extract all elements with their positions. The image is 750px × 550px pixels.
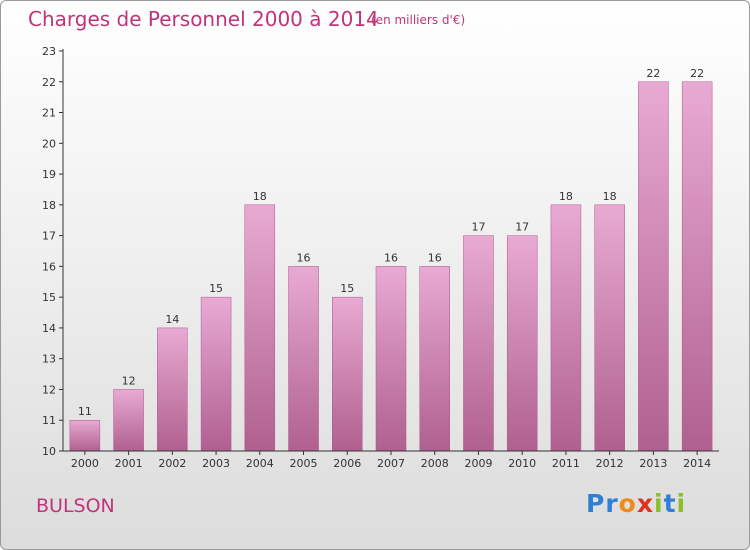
bar-2003 (200, 296, 232, 452)
y-tick-label: 14 (42, 322, 56, 335)
y-tick-label: 15 (42, 291, 56, 304)
y-tick-label: 18 (42, 199, 56, 212)
chart-title: Charges de Personnel 2000 à 2014 (28, 7, 379, 31)
bar-value-label: 22 (690, 67, 704, 80)
y-tick-label: 16 (42, 260, 56, 273)
bar-value-label: 22 (646, 67, 660, 80)
y-tick-label: 21 (42, 107, 56, 120)
y-tick-label: 20 (42, 137, 56, 150)
y-tick-label: 17 (42, 230, 56, 243)
bar-2014 (681, 81, 713, 452)
bar-value-label: 11 (78, 405, 92, 418)
bar-2011 (550, 204, 582, 452)
bar-2010 (506, 235, 538, 452)
chart-axes: 10 11 12 13 14 15 16 17 18 19 20 21 22 23 2000 2001 2002… (42, 45, 719, 470)
bar-value-label: 17 (515, 221, 529, 234)
town-name: BULSON (36, 495, 115, 517)
bar-2001 (113, 389, 144, 452)
bar-2000 (69, 419, 101, 452)
y-tick-label: 10 (42, 445, 56, 458)
bar-2009 (463, 235, 494, 452)
bar-value-label: 16 (428, 251, 442, 264)
y-tick-label: 22 (42, 76, 56, 89)
x-tick-label: 2001 (115, 457, 143, 470)
x-tick-label: 2005 (290, 457, 318, 470)
x-tick-label: 2003 (202, 457, 230, 470)
chart-subtitle: (en milliers d'€) (371, 13, 466, 27)
x-tick-label: 2011 (552, 457, 580, 470)
x-tick-label: 2013 (639, 457, 667, 470)
bar-value-label: 14 (165, 313, 179, 326)
bar-value-label: 17 (471, 221, 485, 234)
x-tick-label: 2000 (71, 457, 99, 470)
y-tick-label: 19 (42, 168, 56, 181)
bar-value-label: 16 (384, 251, 398, 264)
proxiti-logo: Proxiti (586, 489, 687, 518)
x-tick-label: 2002 (158, 457, 186, 470)
x-tick-label: 2010 (508, 457, 536, 470)
y-tick-label: 13 (42, 353, 56, 366)
bar-2006 (332, 296, 363, 452)
bar-value-label: 18 (253, 190, 267, 203)
bar-2013 (638, 81, 669, 452)
bar-value-label: 18 (603, 190, 617, 203)
bar-value-label: 15 (209, 282, 223, 295)
bar-series: 11 12 14 15 18 16 15 16 16 17 17 18 18 22 22 (69, 67, 713, 452)
y-tick-label: 12 (42, 383, 56, 396)
x-tick-label: 2008 (421, 457, 449, 470)
bar-value-label: 15 (340, 282, 354, 295)
bar-2002 (157, 327, 188, 452)
bar-2007 (375, 266, 407, 452)
x-tick-label: 2014 (683, 457, 711, 470)
bar-2012 (594, 204, 625, 452)
bar-2008 (419, 266, 450, 452)
bar-2004 (244, 204, 276, 452)
x-tick-label: 2004 (246, 457, 274, 470)
bar-value-label: 12 (122, 374, 136, 387)
bar-value-label: 16 (297, 251, 311, 264)
y-tick-label: 23 (42, 45, 56, 58)
x-tick-label: 2012 (596, 457, 624, 470)
bar-value-label: 18 (559, 190, 573, 203)
bar-2005 (288, 266, 319, 452)
y-tick-label: 11 (42, 414, 56, 427)
x-tick-label: 2009 (464, 457, 492, 470)
x-tick-label: 2007 (377, 457, 405, 470)
x-tick-label: 2006 (333, 457, 361, 470)
